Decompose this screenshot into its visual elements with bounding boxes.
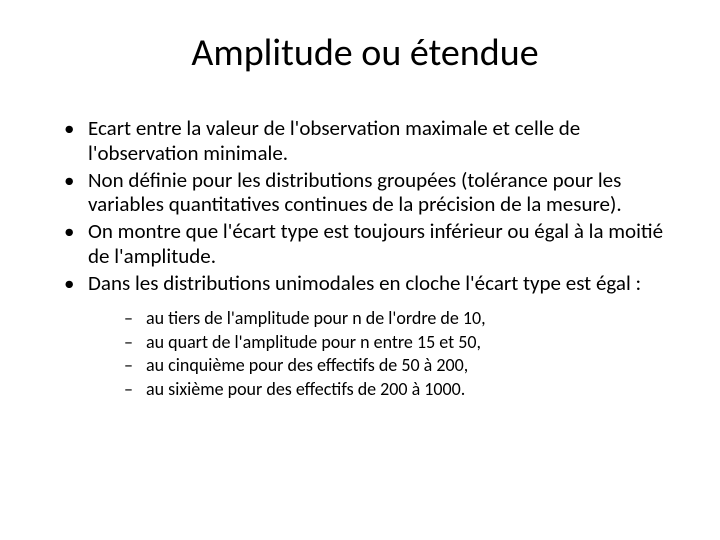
bullet-item: On montre que l'écart type est toujours … [64, 219, 680, 269]
sub-bullet-item: au cinquième pour des effectifs de 50 à … [124, 354, 680, 377]
sub-bullet-item: au tiers de l'amplitude pour n de l'ordr… [124, 307, 680, 330]
bullet-list-level1: Ecart entre la valeur de l'observation m… [50, 116, 680, 400]
bullet-text: Dans les distributions unimodales en clo… [88, 270, 641, 296]
slide: Amplitude ou étendue Ecart entre la vale… [0, 0, 720, 540]
sub-bullet-item: au quart de l'amplitude pour n entre 15 … [124, 331, 680, 354]
bullet-item: Non définie pour les distributions group… [64, 168, 680, 218]
sub-bullet-item: au sixième pour des effectifs de 200 à 1… [124, 378, 680, 401]
bullet-item: Ecart entre la valeur de l'observation m… [64, 116, 680, 166]
bullet-list-level2: au tiers de l'amplitude pour n de l'ordr… [88, 307, 680, 400]
slide-title: Amplitude ou étendue [110, 30, 620, 76]
bullet-item: Dans les distributions unimodales en clo… [64, 271, 680, 401]
